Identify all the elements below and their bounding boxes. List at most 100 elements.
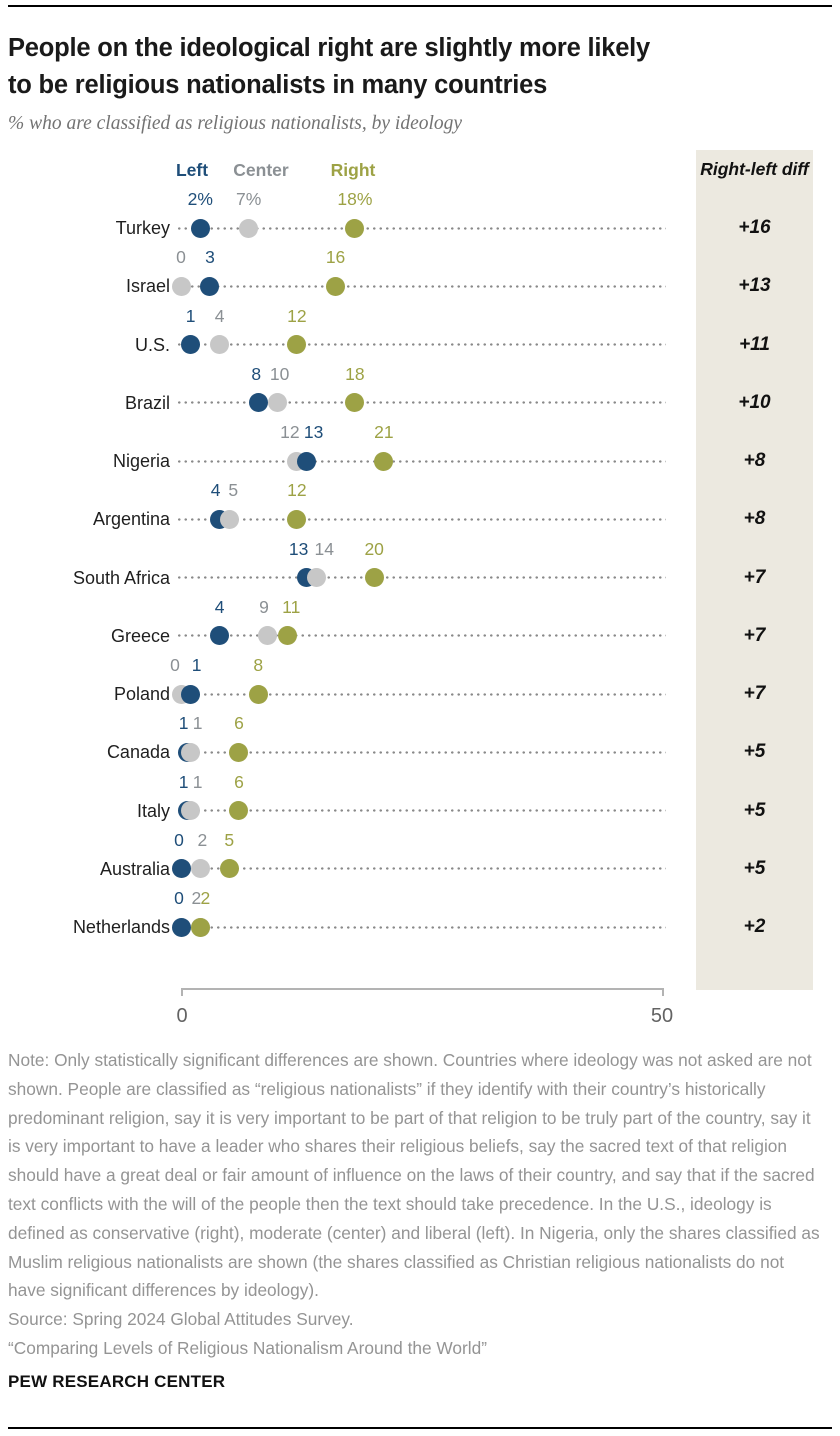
value-label-center: 2 [197,829,208,850]
country-label: Italy [136,800,170,821]
dot-right [248,684,268,704]
dot-right [326,276,346,296]
diff-value: +7 [743,566,766,588]
country-label: Canada [106,742,170,763]
row-dotline [176,284,666,288]
value-label-left: 4 [214,596,225,617]
diff-value: +2 [743,916,766,937]
value-label-left: 8 [251,363,262,384]
dot-left [210,626,230,646]
dot-center [190,859,210,879]
dot-left [171,859,191,879]
dot-left [181,684,201,704]
bottom-rule [8,1427,832,1429]
value-label-right: 21 [374,422,394,442]
value-label-center: 0 [170,655,180,675]
diff-value: +5 [743,857,766,879]
value-label-center: 9 [259,596,269,617]
diff-value: +5 [743,799,766,821]
dot-left [297,451,317,471]
value-label-center: 1 [192,771,203,792]
row-dotline [176,343,666,346]
page-title: People on the ideological right are slig… [8,30,836,104]
dot-right [287,509,307,529]
country-label: Greece [110,625,170,646]
dot-right [229,801,249,820]
title-line-2: to be religious nationalists in many cou… [8,71,548,99]
value-label-right: 6 [234,713,244,734]
dot-right [345,218,365,238]
row-dotline [176,692,666,696]
diff-column-header: Right-left diff [700,159,809,179]
x-axis-label-min: 0 [176,1005,188,1027]
diff-value: +7 [743,683,766,704]
value-label-left: 13 [288,538,309,559]
title-line-1: People on the ideological right are slig… [8,34,651,62]
dot-center [239,218,259,238]
x-axis-line [181,988,664,990]
row-dotline [176,750,666,754]
diff-value: +11 [739,333,770,355]
diff-value: +16 [738,217,771,238]
value-label-left: 1 [191,655,202,675]
diff-value: +8 [743,450,766,471]
country-label: Israel [125,276,170,297]
value-label-left: 1 [185,305,196,326]
value-label-center: 2 [191,888,202,908]
row-dotline [176,459,666,463]
value-label-left: 0 [174,888,184,908]
top-rule [8,5,832,7]
dot-center [181,742,201,762]
dot-right [277,626,297,646]
value-label-right: 11 [282,596,301,617]
row-dotline [176,867,666,871]
dot-center [268,393,288,413]
dot-left [200,276,220,296]
dot-right [345,393,365,413]
row-dotline [176,809,666,812]
value-label-right: 16 [325,247,346,268]
dot-center [171,276,191,296]
value-label-left: 1 [178,771,189,792]
x-axis-tick-min [181,988,183,996]
legend-left: Left [175,160,209,180]
value-label-left: 3 [205,247,215,268]
value-label-center: 7% [235,189,262,209]
dot-right [229,742,249,762]
dot-right [219,859,239,879]
dot-left [171,917,191,937]
dot-center [181,801,201,820]
value-label-right: 2 [200,888,211,908]
value-label-center: 14 [314,538,334,559]
value-label-right: 5 [224,829,235,850]
diff-value: +13 [738,275,771,297]
value-label-right: 12 [287,305,307,326]
row-dotline [176,517,666,521]
value-label-center: 12 [280,422,300,442]
value-label-left: 4 [210,480,221,501]
row-dotline [176,634,666,638]
dot-right [287,335,307,354]
diff-value: +8 [743,508,766,530]
value-label-left: 13 [303,422,324,442]
country-label: Australia [99,858,170,879]
value-label-center: 1 [192,713,203,734]
value-label-right: 20 [364,538,384,559]
value-label-left: 0 [174,829,184,850]
dot-center [306,568,326,587]
dot-center [258,626,278,646]
source-text: Source: Spring 2024 Global Attitudes Sur… [8,1309,354,1330]
dot-left [190,218,210,238]
pew-research-center-logo: PEW RESEARCH CENTER [8,1372,226,1391]
dot-left [181,335,201,354]
diff-value: +7 [743,624,766,646]
dot-left [248,393,268,413]
country-label: Nigeria [112,451,170,471]
country-label: Argentina [92,509,170,530]
value-label-right: 12 [287,480,307,501]
value-label-left: 2% [187,189,213,209]
chart-subtitle: % who are classified as religious nation… [8,113,463,134]
dot-right [364,568,384,587]
dot-right [190,917,210,937]
